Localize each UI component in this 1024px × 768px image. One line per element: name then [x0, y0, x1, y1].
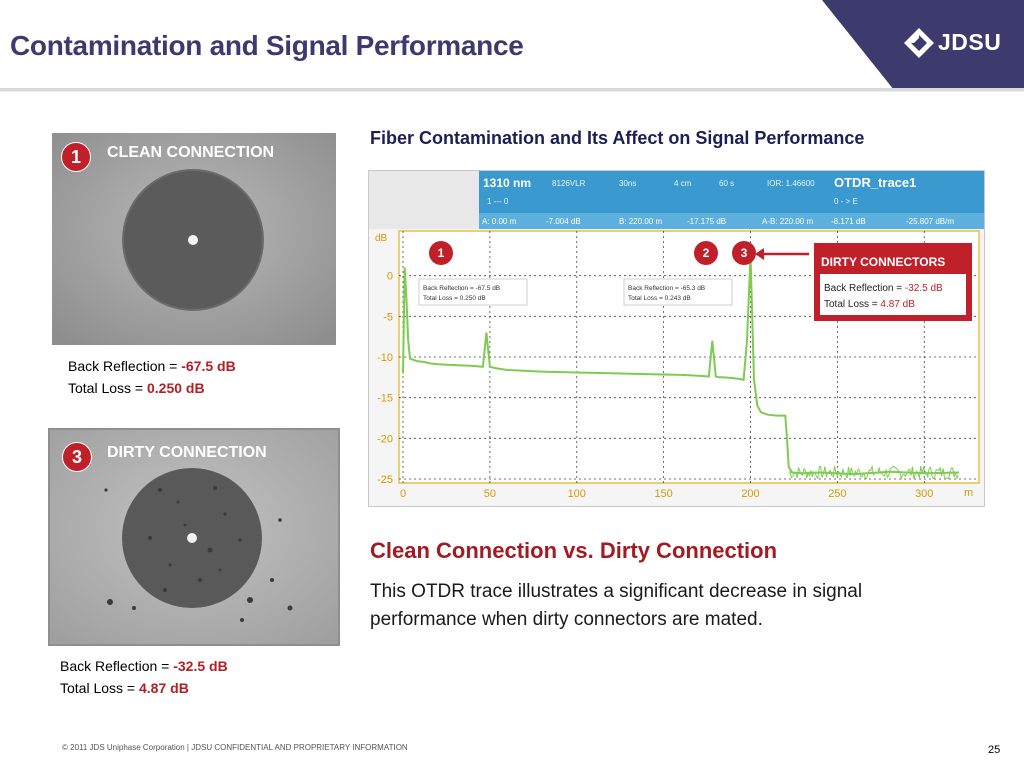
marker-ab-db-text: -8.171 dB [831, 217, 866, 226]
marker-bar [479, 213, 984, 229]
page-number: 25 [988, 744, 1001, 756]
callout-line-1: Back Reflection = -32.5 dB [824, 283, 943, 294]
dirty-back-reflection-label: Back Reflection = [60, 658, 174, 674]
clean-connection-label: CLEAN CONNECTION [107, 144, 275, 161]
event-2-line1: Back Reflection = -65.3 dB [628, 285, 705, 292]
clean-badge: 1 [61, 142, 91, 172]
clean-back-reflection-value: -67.5 dB [181, 358, 236, 374]
x-tick-label: 50 [484, 488, 496, 500]
dirty-endface-drawing [50, 430, 338, 644]
y-tick-label: -5 [383, 311, 393, 323]
marker-ab-text: A-B: 220.00 m [762, 217, 813, 226]
y-tick-label: 0 [387, 271, 393, 283]
event-1-line2: Total Loss = 0.250 dB [423, 295, 486, 302]
dirty-total-loss-value: 4.87 dB [139, 680, 189, 696]
marker-3-number: 3 [741, 246, 748, 260]
trace-name-text: OTDR_trace1 [834, 175, 916, 190]
marker-a-text: A: 0.00 m [482, 217, 517, 226]
dirty-total-loss-label: Total Loss = [60, 680, 139, 696]
model-text: 8126VLR [552, 179, 586, 188]
event-2-line2: Total Loss = 0.243 dB [628, 295, 691, 302]
otdr-chart: 1310 nm 8126VLR 30ns 4 cm 60 s IOR: 1.46… [369, 171, 984, 506]
info-bar-left-blank [369, 171, 479, 229]
otdr-trace-line [402, 255, 960, 476]
range-text: 1 --- 0 [487, 197, 509, 206]
y-tick-label: -20 [377, 433, 393, 445]
clean-back-reflection-label: Back Reflection = [68, 358, 182, 374]
otdr-trace-screenshot: 1310 nm 8126VLR 30ns 4 cm 60 s IOR: 1.46… [368, 170, 985, 507]
dirty-back-reflection-value: -32.5 dB [173, 658, 228, 674]
event-1-label: Back Reflection = -67.5 dB Total Loss = … [418, 278, 528, 306]
dirty-badge: 3 [62, 442, 92, 472]
x-axis-label: m [964, 487, 973, 499]
slope-text: -25.807 dB/m [906, 217, 954, 226]
x-tick-label: 250 [828, 488, 846, 500]
y-axis-label: dB [375, 233, 388, 244]
marker-b-db-text: -17.175 dB [687, 217, 726, 226]
dirty-connection-label: DIRTY CONNECTION [107, 444, 267, 461]
direction-text: 0 - > E [834, 197, 858, 206]
marker-2-number: 2 [703, 246, 710, 260]
x-tick-label: 0 [400, 488, 406, 500]
clean-total-loss-label: Total Loss = [68, 380, 147, 396]
y-tick-label: -25 [377, 474, 393, 486]
page-title: Contamination and Signal Performance [10, 30, 524, 61]
dirty-endface-image: 3 DIRTY CONNECTION [48, 428, 340, 646]
y-tick-label: -10 [377, 352, 393, 364]
header-divider-shadow [0, 91, 1024, 92]
marker-b-text: B: 220.00 m [619, 217, 662, 226]
callout-line-2: Total Loss = 4.87 dB [824, 299, 915, 310]
marker-3: 3 [732, 241, 756, 265]
ior-text: IOR: 1.46600 [767, 179, 815, 188]
clean-endface-image: 1 CLEAN CONNECTION [52, 133, 336, 345]
event-2-label: Back Reflection = -65.3 dB Total Loss = … [623, 278, 733, 306]
noise-floor-line [788, 464, 959, 481]
section-title: Clean Connection vs. Dirty Connection [370, 538, 778, 563]
duration-text: 60 s [719, 179, 734, 188]
section-body: This OTDR trace illustrates a significan… [370, 581, 863, 630]
x-tick-label: 200 [741, 488, 759, 500]
footer-copyright: © 2011 JDS Uniphase Corporation | JDSU C… [62, 743, 408, 752]
x-tick-label: 300 [915, 488, 933, 500]
marker-a-db-text: -7.004 dB [546, 217, 581, 226]
clean-total-loss-value: 0.250 dB [147, 380, 205, 396]
header-divider [0, 88, 1024, 91]
clean-endface-drawing [52, 133, 336, 345]
pulse-text: 30ns [619, 179, 636, 188]
callout-arrow-icon [755, 248, 764, 260]
clean-metrics: Back Reflection = -67.5 dB Total Loss = … [68, 355, 236, 399]
info-bar [479, 171, 984, 213]
marker-1-number: 1 [438, 246, 445, 260]
x-tick-label: 150 [654, 488, 672, 500]
y-tick-label: -15 [377, 393, 393, 405]
dirty-metrics: Back Reflection = -32.5 dB Total Loss = … [60, 655, 228, 699]
dirty-connectors-callout: DIRTY CONNECTORS Back Reflection = -32.5… [814, 243, 972, 321]
brand-name: JDSU [938, 29, 1002, 55]
resolution-text: 4 cm [674, 179, 692, 188]
trace-heading: Fiber Contamination and Its Affect on Si… [370, 128, 865, 148]
callout-title: DIRTY CONNECTORS [821, 255, 945, 269]
marker-2: 2 [694, 241, 718, 265]
x-tick-label: 100 [568, 488, 586, 500]
jdsu-logo-icon [904, 28, 934, 58]
event-1-line1: Back Reflection = -67.5 dB [423, 285, 500, 292]
wavelength-text: 1310 nm [483, 176, 531, 190]
marker-1: 1 [429, 241, 453, 265]
